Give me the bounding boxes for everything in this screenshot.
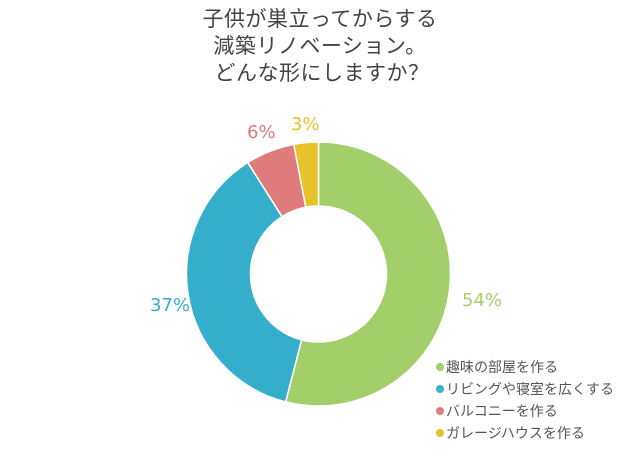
slice-living xyxy=(185,161,303,403)
slice-garage xyxy=(292,141,320,209)
label-hobby-pct: 54% xyxy=(462,290,503,311)
legend-item-balcony: バルコニーを作る xyxy=(436,400,614,422)
legend-label: ガレージハウスを作る xyxy=(446,426,585,442)
chart-title-line-3: どんな形にしますか？ xyxy=(214,61,430,85)
legend-dot-icon xyxy=(436,429,444,437)
legend-label: バルコニーを作る xyxy=(446,404,558,420)
slice-hobby xyxy=(284,141,452,407)
legend-item-living: リビングや寝室を広くする xyxy=(436,378,614,400)
legend-label: 趣味の部屋を作る xyxy=(446,360,558,376)
legend-item-hobby: 趣味の部屋を作る xyxy=(436,356,614,378)
chart-title-line-1: 子供が巣立ってからする xyxy=(202,7,438,31)
label-living-pct: 37% xyxy=(150,295,191,316)
legend-dot-icon xyxy=(436,385,444,393)
chart-title-line-2: 減築リノベーション。 xyxy=(213,34,427,58)
donut-slices xyxy=(185,141,452,407)
label-balcony-pct: 6% xyxy=(247,122,276,143)
legend-item-garage: ガレージハウスを作る xyxy=(436,422,614,444)
label-garage-pct: 3% xyxy=(291,114,320,135)
chart-legend: 趣味の部屋を作る リビングや寝室を広くする バルコニーを作る ガレージハウスを作… xyxy=(436,356,614,444)
legend-dot-icon xyxy=(436,407,444,415)
legend-label: リビングや寝室を広くする xyxy=(446,382,614,398)
chart-title: 子供が巣立ってからする 減築リノベーション。 どんな形にしますか？ xyxy=(0,6,640,87)
legend-dot-icon xyxy=(436,363,444,371)
